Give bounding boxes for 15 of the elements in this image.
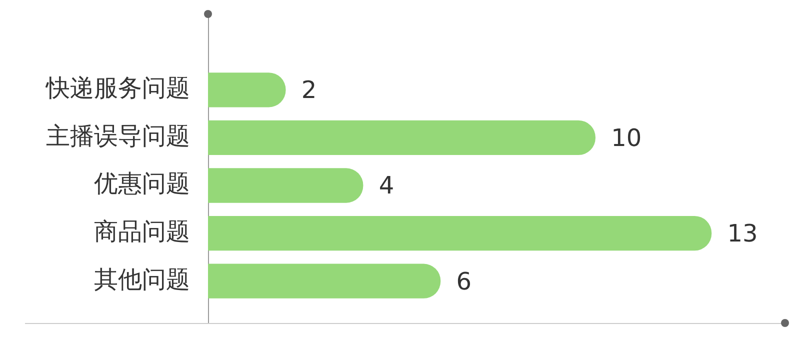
bar xyxy=(208,168,364,203)
bar xyxy=(208,72,286,108)
bar xyxy=(208,216,712,251)
data-label: 2 xyxy=(301,76,317,104)
data-label: 13 xyxy=(727,220,758,248)
y-tick-label: 商品问题 xyxy=(94,218,190,246)
data-label: 4 xyxy=(378,172,394,200)
y-tick-label: 优惠问题 xyxy=(94,170,190,198)
bar xyxy=(208,120,596,156)
bar xyxy=(208,264,441,298)
y-tick-label: 快递服务问题 xyxy=(45,74,190,102)
data-label: 6 xyxy=(456,267,472,296)
data-label: 10 xyxy=(611,124,642,152)
y-tick-label: 其他问题 xyxy=(94,265,190,294)
y-tick-label: 主播误导问题 xyxy=(46,122,190,150)
